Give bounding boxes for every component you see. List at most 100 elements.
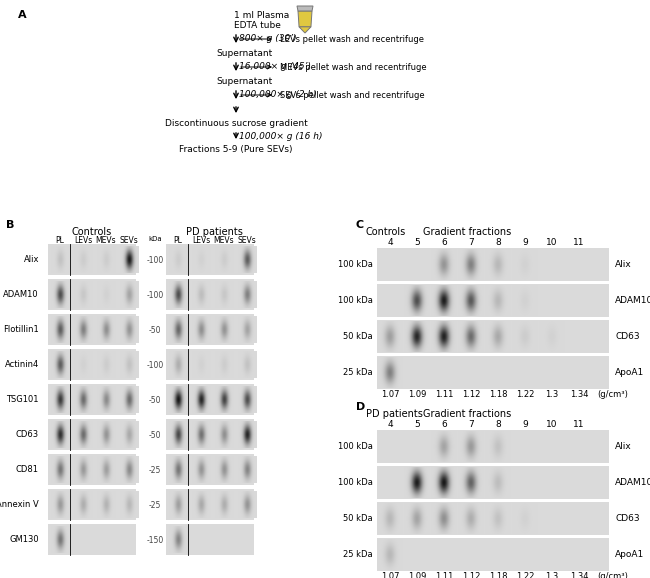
Text: -50: -50: [149, 431, 161, 440]
Polygon shape: [298, 11, 312, 27]
Text: -100: -100: [146, 361, 164, 370]
Bar: [48, 384, 136, 415]
Text: CD63: CD63: [615, 332, 640, 341]
Text: 6: 6: [441, 238, 447, 247]
Text: Gradient fractions: Gradient fractions: [423, 409, 512, 419]
Text: 8: 8: [495, 238, 501, 247]
Text: B: B: [6, 220, 14, 230]
Bar: [166, 244, 254, 275]
Bar: [166, 279, 254, 310]
Text: MEVs: MEVs: [214, 236, 234, 245]
Text: MEVs: MEVs: [96, 236, 116, 245]
Bar: [377, 466, 609, 499]
Bar: [166, 454, 254, 485]
Text: Controls: Controls: [72, 227, 112, 237]
Text: Supernatant: Supernatant: [216, 77, 272, 86]
Text: 1.11: 1.11: [435, 390, 453, 399]
Text: (g/cm³): (g/cm³): [597, 390, 628, 399]
Text: 1.11: 1.11: [435, 572, 453, 578]
Text: 1.18: 1.18: [489, 390, 507, 399]
Text: PD patients: PD patients: [185, 227, 242, 237]
Text: 1.07: 1.07: [381, 572, 399, 578]
Text: CD63: CD63: [16, 430, 39, 439]
Text: 1.22: 1.22: [516, 572, 534, 578]
Text: Supernatant: Supernatant: [216, 49, 272, 58]
Bar: [377, 356, 609, 389]
Text: 16,000× ​g (45’): 16,000× ​g (45’): [239, 62, 311, 71]
Bar: [48, 524, 136, 555]
Bar: [48, 419, 136, 450]
Bar: [377, 538, 609, 571]
Text: 1.18: 1.18: [489, 572, 507, 578]
Bar: [48, 314, 136, 345]
Bar: [377, 320, 609, 353]
Text: Alix: Alix: [615, 442, 632, 451]
Text: 10: 10: [546, 420, 558, 429]
Text: 8: 8: [495, 420, 501, 429]
Text: TSG101: TSG101: [6, 395, 39, 404]
Text: 1.34: 1.34: [570, 390, 588, 399]
Text: 9: 9: [522, 420, 528, 429]
Text: SEVs: SEVs: [238, 236, 256, 245]
Text: A: A: [18, 10, 27, 20]
Text: -150: -150: [146, 536, 164, 545]
Text: LEVs pellet wash and recentrifuge: LEVs pellet wash and recentrifuge: [280, 35, 424, 44]
Text: -100: -100: [146, 291, 164, 300]
Bar: [48, 489, 136, 520]
Text: LEVs: LEVs: [74, 236, 92, 245]
Text: LEVs: LEVs: [192, 236, 210, 245]
Bar: [48, 244, 136, 275]
Text: -50: -50: [149, 326, 161, 335]
Text: -25: -25: [149, 466, 161, 475]
Text: 4: 4: [387, 238, 393, 247]
Bar: [377, 284, 609, 317]
Text: 1.09: 1.09: [408, 572, 426, 578]
Bar: [166, 419, 254, 450]
Text: kDa: kDa: [148, 236, 162, 242]
Text: SEVs pellet wash and recentrifuge: SEVs pellet wash and recentrifuge: [280, 91, 424, 100]
Text: ADAM10: ADAM10: [615, 478, 650, 487]
Text: 1.34: 1.34: [570, 572, 588, 578]
Text: 10: 10: [546, 238, 558, 247]
Text: Fractions 5-9 (Pure SEVs): Fractions 5-9 (Pure SEVs): [179, 145, 292, 154]
Text: 1.3: 1.3: [545, 572, 558, 578]
Text: ApoA1: ApoA1: [615, 550, 644, 559]
Text: 1.3: 1.3: [545, 390, 558, 399]
Text: 100 kDa: 100 kDa: [338, 296, 373, 305]
Text: SEVs: SEVs: [120, 236, 138, 245]
Text: 5: 5: [414, 238, 420, 247]
Text: 100 kDa: 100 kDa: [338, 260, 373, 269]
Text: C: C: [356, 220, 364, 230]
Bar: [166, 489, 254, 520]
Text: 9: 9: [522, 238, 528, 247]
Text: 100 kDa: 100 kDa: [338, 478, 373, 487]
Text: 11: 11: [573, 238, 585, 247]
Text: -50: -50: [149, 396, 161, 405]
Bar: [377, 502, 609, 535]
Text: 1.12: 1.12: [462, 390, 480, 399]
Bar: [377, 430, 609, 463]
Text: PD patients: PD patients: [366, 409, 423, 419]
Text: GM130: GM130: [9, 535, 39, 544]
Text: PL: PL: [55, 236, 64, 245]
Text: 100 kDa: 100 kDa: [338, 442, 373, 451]
Text: MEVs pellet wash and recentrifuge: MEVs pellet wash and recentrifuge: [280, 63, 426, 72]
Bar: [377, 248, 609, 281]
Text: Alix: Alix: [23, 255, 39, 264]
Text: 800× ​g (30’): 800× ​g (30’): [239, 34, 296, 43]
Text: 5: 5: [414, 420, 420, 429]
Text: Alix: Alix: [615, 260, 632, 269]
Text: Flotillin1: Flotillin1: [3, 325, 39, 334]
Text: -100: -100: [146, 256, 164, 265]
Text: Controls: Controls: [366, 227, 406, 237]
Text: 11: 11: [573, 420, 585, 429]
Text: Gradient fractions: Gradient fractions: [423, 227, 512, 237]
Text: -25: -25: [149, 501, 161, 510]
Polygon shape: [299, 27, 311, 33]
Text: 100,000× ​g (2 h): 100,000× ​g (2 h): [239, 90, 317, 99]
Text: 1.12: 1.12: [462, 572, 480, 578]
Text: 1.09: 1.09: [408, 390, 426, 399]
Bar: [48, 349, 136, 380]
Text: 1.22: 1.22: [516, 390, 534, 399]
Text: 1.07: 1.07: [381, 390, 399, 399]
